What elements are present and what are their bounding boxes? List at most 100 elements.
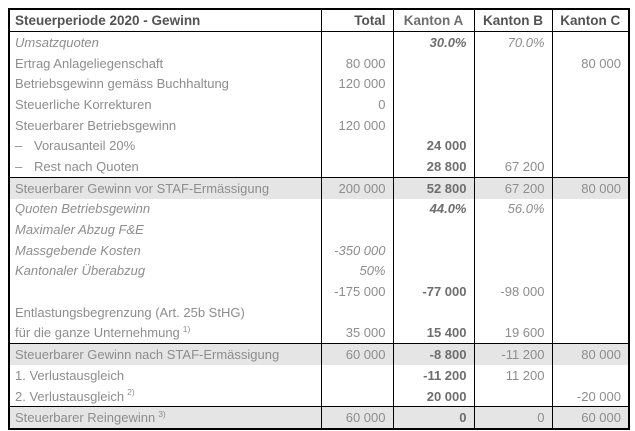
- cell-kanton-b: [473, 114, 552, 136]
- row-label: Steuerliche Korrekturen: [15, 96, 152, 112]
- table-row: Ertrag Anlageliegenschaft 80 000 80 000: [9, 52, 629, 74]
- row-label: für die ganze Unternehmung 1): [15, 324, 191, 341]
- cell-kanton-b: [473, 260, 552, 282]
- cell-kanton-a: 0: [392, 406, 474, 430]
- cell-kanton-b: 70.0%: [473, 31, 552, 53]
- cell-kanton-c: -20 000: [551, 385, 629, 407]
- table-title: Steuerperiode 2020 - Gewinn: [9, 9, 321, 32]
- table-row: 1. Verlustausgleich -11 200 11 200: [9, 365, 629, 386]
- table-row: -175 000 -77 000 -98 000: [9, 281, 629, 302]
- cell-kanton-c: 80 000: [551, 52, 629, 74]
- table-row: Entlastungsbegrenzung (Art. 25b StHG): [9, 301, 629, 323]
- footnote-marker: 2): [127, 387, 135, 398]
- cell-kanton-c: [551, 219, 629, 240]
- cell-kanton-a: [392, 94, 474, 115]
- column-header-kanton-b: Kanton B: [473, 9, 552, 32]
- cell-total: [320, 301, 393, 323]
- cell-kanton-a: [392, 114, 474, 136]
- cell-kanton-a: [392, 73, 474, 95]
- cell-total: 60 000: [320, 343, 393, 365]
- column-header-total: Total: [320, 9, 393, 32]
- tax-calculation-sheet: Steuerperiode 2020 - Gewinn Total Kanton…: [8, 8, 630, 431]
- row-label: Betriebsgewinn gemäss Buchhaltung: [15, 76, 229, 92]
- cell-kanton-c: [551, 301, 629, 323]
- cell-total: [320, 198, 393, 220]
- row-label: [9, 281, 321, 302]
- cell-kanton-b: [473, 94, 552, 115]
- cell-kanton-a: [392, 260, 474, 282]
- cell-kanton-c: [551, 73, 629, 95]
- cell-kanton-c: [551, 135, 629, 157]
- cell-total: 80 000: [320, 52, 393, 74]
- cell-kanton-a: -77 000: [392, 281, 474, 302]
- cell-kanton-a: 20 000: [392, 385, 474, 407]
- row-label: Steuerbarer Gewinn nach STAF-Ermässigung: [9, 343, 321, 365]
- row-label: Entlastungsbegrenzung (Art. 25b StHG): [15, 304, 245, 320]
- cell-kanton-a: -8 800: [392, 343, 474, 365]
- column-header-kanton-c: Kanton C: [551, 9, 629, 32]
- cell-kanton-c: 80 000: [551, 343, 629, 365]
- cell-kanton-c: [551, 31, 629, 53]
- cell-kanton-a: [392, 52, 474, 74]
- row-label: – Vorausanteil 20%: [15, 138, 136, 154]
- cell-kanton-a: [392, 239, 474, 261]
- dash-prefix: –: [15, 138, 23, 154]
- table-row: Maximaler Abzug F&E: [9, 219, 629, 240]
- cell-total: 0: [320, 94, 393, 115]
- cell-kanton-b: [473, 239, 552, 261]
- cell-kanton-a: 52 800: [392, 176, 474, 199]
- cell-kanton-c: [551, 198, 629, 220]
- cell-kanton-a: 30.0%: [392, 31, 474, 53]
- row-label: Quoten Betriebsgewinn: [15, 201, 151, 217]
- cell-total: [320, 385, 393, 407]
- cell-total: 60 000: [320, 406, 393, 430]
- row-label: 2. Verlustausgleich 2): [15, 387, 135, 404]
- cell-kanton-c: [551, 365, 629, 386]
- row-label: Kantonaler Überabzug: [15, 263, 146, 279]
- cell-kanton-b: 19 600: [473, 322, 552, 344]
- table-row: Quoten Betriebsgewinn 44.0% 56.0%: [9, 198, 629, 220]
- cell-kanton-a: 15 400: [392, 322, 474, 344]
- table-row: Steuerbarer Reingewinn 3) 60 000 0 0 60 0…: [9, 406, 629, 430]
- cell-kanton-c: [551, 114, 629, 136]
- cell-kanton-c: [551, 239, 629, 261]
- table-row: Massgebende Kosten -350 000: [9, 239, 629, 261]
- cell-total: [320, 31, 393, 53]
- cell-total: [320, 219, 393, 240]
- cell-kanton-b: 56.0%: [473, 198, 552, 220]
- cell-total: [320, 135, 393, 157]
- table-row: 2. Verlustausgleich 2) 20 000 -20 000: [9, 385, 629, 407]
- table-row: Umsatzquoten 30.0% 70.0%: [9, 31, 629, 53]
- cell-kanton-c: [551, 94, 629, 115]
- cell-kanton-a: 28 800: [392, 156, 474, 178]
- row-label: Steuerbarer Gewinn vor STAF-Ermässigung: [9, 176, 321, 199]
- cell-kanton-a: 24 000: [392, 135, 474, 157]
- cell-kanton-a: [392, 219, 474, 240]
- cell-kanton-c: 80 000: [551, 176, 629, 199]
- cell-kanton-c: [551, 322, 629, 344]
- row-label: Umsatzquoten: [15, 34, 99, 50]
- row-label: Steuerbarer Reingewinn 3): [9, 406, 321, 430]
- row-label: Massgebende Kosten: [15, 242, 141, 258]
- table-row: – Rest nach Quoten 28 800 67 200: [9, 156, 629, 178]
- header-row: Steuerperiode 2020 - Gewinn Total Kanton…: [9, 9, 629, 32]
- table-row: Betriebsgewinn gemäss Buchhaltung 120 00…: [9, 73, 629, 95]
- table-row: für die ganze Unternehmung 1) 35 000 15 4…: [9, 322, 629, 344]
- dash-prefix: –: [15, 158, 23, 174]
- cell-kanton-b: 67 200: [473, 176, 552, 199]
- cell-kanton-b: [473, 135, 552, 157]
- footnote-marker: 3): [158, 408, 166, 419]
- cell-total: [320, 365, 393, 386]
- tax-profit-table: Steuerperiode 2020 - Gewinn Total Kanton…: [8, 8, 630, 431]
- table-row: Steuerbarer Gewinn vor STAF-Ermässigung …: [9, 176, 629, 199]
- cell-kanton-c: 60 000: [551, 406, 629, 430]
- cell-total: 200 000: [320, 176, 393, 199]
- row-label: – Rest nach Quoten: [15, 158, 139, 174]
- cell-kanton-c: [551, 281, 629, 302]
- cell-kanton-b: -98 000: [473, 281, 552, 302]
- row-label: Steuerbarer Betriebsgewinn: [15, 117, 177, 133]
- cell-kanton-c: [551, 156, 629, 178]
- cell-total: 120 000: [320, 73, 393, 95]
- cell-total: 35 000: [320, 322, 393, 344]
- row-label: Maximaler Abzug F&E: [15, 222, 144, 238]
